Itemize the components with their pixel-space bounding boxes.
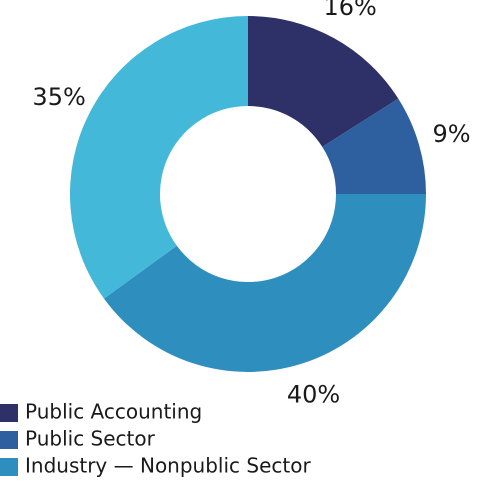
- data-label: 16%: [323, 0, 376, 21]
- legend-swatch: [0, 458, 18, 476]
- data-label: 35%: [32, 83, 85, 111]
- donut-slice: [103, 194, 427, 372]
- donut-slice: [248, 16, 399, 147]
- legend-label: Industry — Nonpublic Sector: [25, 454, 311, 478]
- data-label: 40%: [287, 381, 340, 409]
- legend-label: Public Accounting: [25, 400, 202, 424]
- legend-swatch: [0, 404, 18, 422]
- data-label: 9%: [433, 120, 471, 148]
- legend-label: Public Sector: [25, 427, 156, 451]
- legend-swatch: [0, 431, 18, 449]
- donut-slice: [322, 98, 426, 194]
- donut-slice: [70, 16, 248, 299]
